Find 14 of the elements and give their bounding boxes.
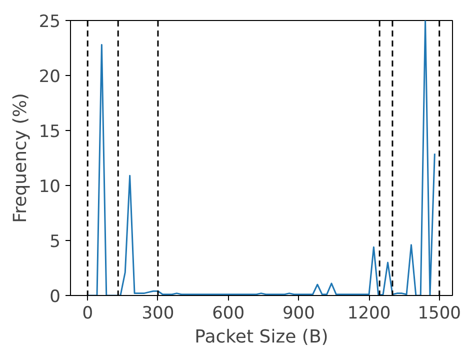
- x-tick-label: 1200: [347, 304, 391, 324]
- x-tick-label: 900: [282, 304, 315, 324]
- y-tick-label: 0: [50, 287, 61, 307]
- y-tick-label: 5: [50, 232, 61, 252]
- x-tick-label: 600: [212, 304, 245, 324]
- y-tick-label: 20: [38, 67, 61, 87]
- y-tick-label: 25: [38, 12, 61, 32]
- x-tick-label: 0: [82, 304, 94, 324]
- x-tick-label: 1500: [418, 304, 461, 324]
- x-tick-label: 300: [142, 304, 174, 324]
- x-axis-title: Packet Size (B): [194, 326, 328, 348]
- y-tick-label: 15: [38, 122, 61, 142]
- y-axis-title: Frequency (%): [10, 93, 31, 223]
- y-tick-label: 10: [38, 177, 61, 197]
